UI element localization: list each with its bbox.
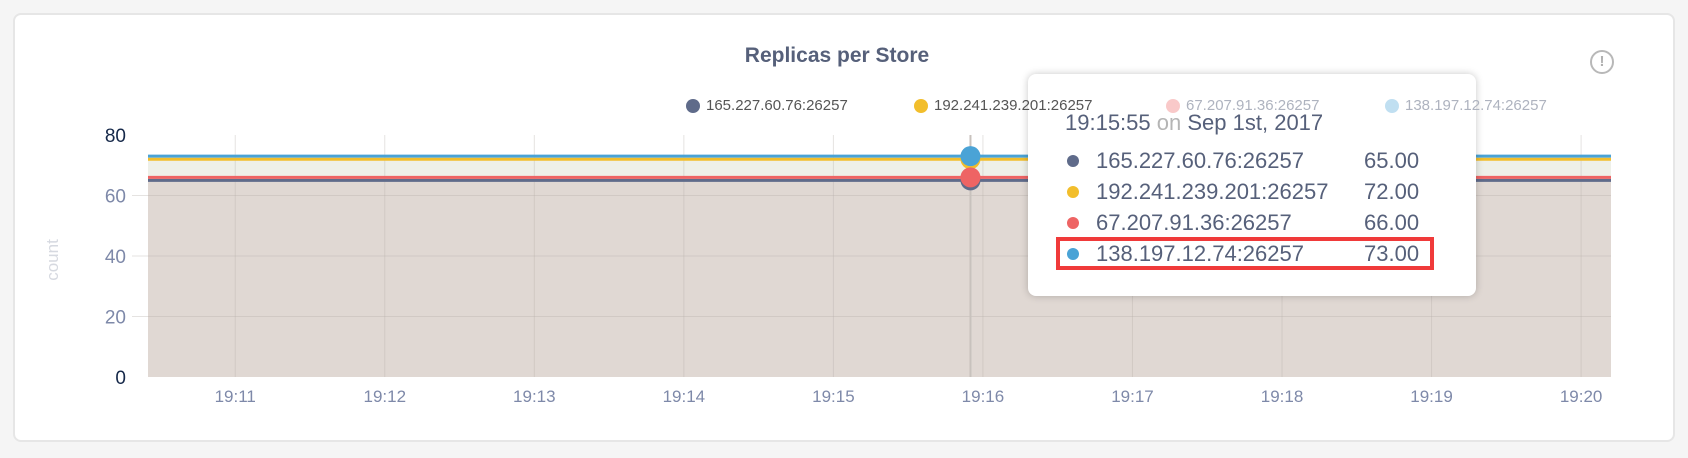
y-tick-label: 40 — [105, 247, 126, 268]
series-dot-icon — [1067, 248, 1079, 260]
tooltip-row: 165.227.60.76:26257 65.00 — [1028, 146, 1476, 177]
series-dot-icon — [1067, 155, 1079, 167]
y-tick-label: 80 — [105, 126, 126, 147]
tooltip-row: 138.197.12.74:26257 73.00 — [1028, 239, 1476, 270]
chart-title: Replicas per Store — [744, 44, 930, 67]
tooltip-row-value: 73.00 — [1364, 241, 1420, 266]
tooltip-row-value: 72.00 — [1364, 179, 1420, 204]
y-tick-label: 20 — [105, 308, 126, 329]
legend-label: 138.197.12.74:26257 — [1405, 97, 1547, 114]
tooltip: 19:15:55 on Sep 1st, 2017 165.227.60.76:… — [1028, 74, 1476, 296]
tooltip-row-label: 67.207.91.36:26257 — [1096, 210, 1292, 235]
x-tick-label: 19:19 — [1410, 387, 1453, 406]
x-tick-label: 19:13 — [513, 387, 556, 406]
x-tick-label: 19:20 — [1560, 387, 1603, 406]
tooltip-on: on — [1156, 110, 1182, 135]
legend-dot — [1166, 98, 1180, 113]
info-icon[interactable]: ! — [1590, 50, 1614, 74]
y-tick-label: 0 — [115, 368, 126, 389]
legend-dot — [1385, 98, 1399, 113]
series-dot-icon — [1067, 217, 1079, 229]
hover-point — [960, 146, 981, 167]
tooltip-row-label: 165.227.60.76:26257 — [1096, 148, 1304, 173]
tooltip-time: 19:15:55 — [1065, 110, 1151, 135]
legend-dot — [914, 98, 928, 113]
tooltip-row: 192.241.239.201:26257 72.00 — [1028, 177, 1476, 208]
legend-item[interactable]: 165.227.60.76:26257 — [686, 97, 848, 114]
x-tick-label: 19:18 — [1261, 387, 1304, 406]
x-tick-label: 19:16 — [962, 387, 1005, 406]
tooltip-row-value: 65.00 — [1364, 148, 1420, 173]
hover-point — [960, 167, 981, 188]
x-tick-label: 19:11 — [215, 387, 256, 406]
legend-item[interactable]: 138.197.12.74:26257 — [1385, 97, 1547, 114]
x-tick-label: 19:12 — [363, 387, 406, 406]
highlight-box — [1056, 237, 1434, 270]
tooltip-row-label: 138.197.12.74:26257 — [1096, 241, 1304, 266]
tooltip-row-value: 66.00 — [1364, 210, 1420, 235]
x-tick-label: 19:14 — [663, 387, 706, 406]
y-tick-label: 60 — [105, 187, 126, 208]
tooltip-row-label: 192.241.239.201:26257 — [1096, 179, 1329, 204]
tooltip-header: 19:15:55 on Sep 1st, 2017 — [1065, 110, 1323, 136]
legend-item[interactable]: 67.207.91.36:26257 — [1166, 97, 1319, 114]
series-dot-icon — [1067, 186, 1079, 198]
x-tick-label: 19:17 — [1111, 387, 1154, 406]
tooltip-date: Sep 1st, 2017 — [1187, 110, 1324, 135]
tooltip-row: 67.207.91.36:26257 66.00 — [1028, 208, 1476, 239]
legend-dot — [686, 98, 700, 113]
legend-label: 67.207.91.36:26257 — [1186, 97, 1320, 114]
x-tick-label: 19:15 — [812, 387, 855, 406]
legend-label: 165.227.60.76:26257 — [706, 97, 848, 114]
legend-item[interactable]: 192.241.239.201:26257 — [914, 97, 1093, 114]
y-axis-label: count — [43, 239, 62, 281]
legend-label: 192.241.239.201:26257 — [934, 97, 1093, 114]
